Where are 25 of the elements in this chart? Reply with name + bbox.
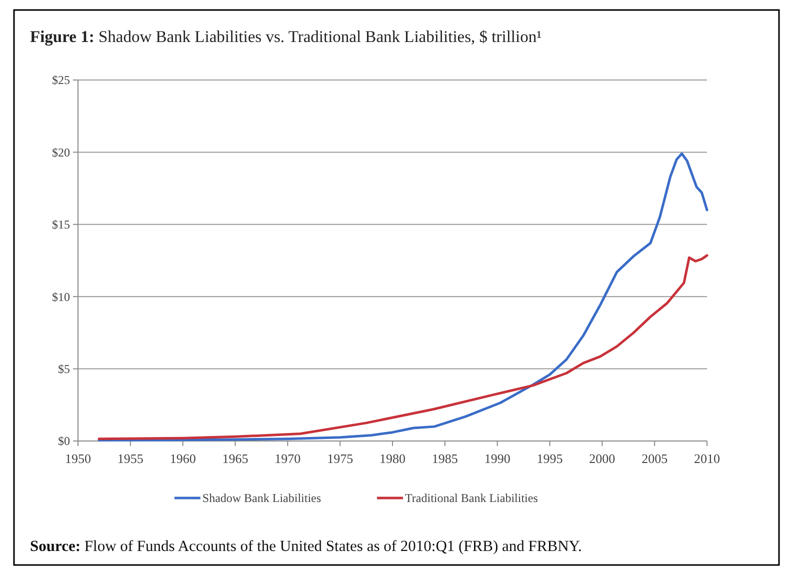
y-tick-label: $25	[52, 73, 70, 88]
x-tick-label: 1960	[170, 451, 196, 466]
y-tick-label: $20	[52, 145, 70, 160]
x-tick-label: 1990	[484, 451, 510, 466]
x-tick-label: 2010	[694, 451, 720, 466]
x-tick-label: 2005	[642, 451, 668, 466]
line-series	[98, 152, 708, 442]
y-tick-label: $15	[52, 218, 70, 232]
legend-label: Shadow Bank Liabilities	[202, 491, 322, 506]
x-tick-label: 1965	[222, 451, 248, 466]
x-tick-label: 1980	[380, 451, 406, 466]
chart-title: Figure 1: Shadow Bank Liabilities vs. Traditional Bank Liabilities, $ trillion¹	[30, 27, 542, 46]
y-tick-label: $5	[58, 362, 70, 376]
y-tick-label: $0	[58, 434, 70, 448]
x-tick-label: 1995	[536, 451, 563, 466]
x-tick-label: 2000	[589, 451, 616, 466]
x-tick-label: 1975	[327, 451, 354, 466]
legend-label: Traditional Bank Liabilities	[405, 491, 538, 506]
x-tick-label: 1985	[432, 451, 458, 466]
source-note: Source: Flow of Funds Accounts of the United States as of 2010:Q1 (FRB) and FRBNY.	[30, 538, 582, 555]
x-tick-label: 1955	[117, 451, 144, 466]
line-series	[98, 254, 708, 440]
x-tick-label: 1970	[274, 451, 301, 466]
y-tick-label: $10	[52, 290, 70, 304]
x-tick-label: 1950	[65, 451, 91, 466]
